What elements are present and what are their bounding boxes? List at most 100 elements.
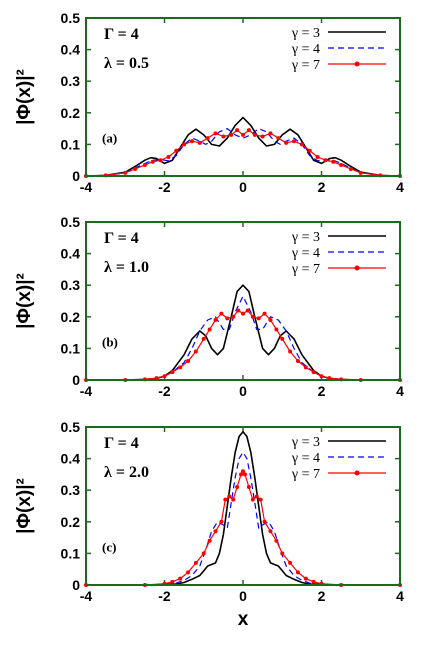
series-point (207, 327, 212, 332)
y-tick-label: 0 (72, 372, 80, 388)
series-point (307, 148, 312, 153)
x-tick-label: 2 (318, 179, 326, 195)
series-point (258, 497, 263, 502)
series-point (189, 139, 194, 144)
series-point (178, 365, 183, 370)
series-point (242, 472, 247, 477)
y-tick-label: 0.2 (61, 105, 81, 121)
series-point (133, 167, 138, 172)
series-line-gamma-2 (86, 470, 400, 586)
series-point (170, 579, 175, 584)
y-tick-label: 0.3 (61, 277, 81, 293)
y-tick-label: 0.1 (61, 136, 81, 152)
series-point (241, 311, 245, 316)
series-line-gamma-1 (85, 128, 401, 177)
x-tick-label: 4 (396, 383, 404, 399)
x-tick-label: -2 (158, 588, 171, 604)
series-point (235, 485, 240, 490)
y-tick-label: 0.5 (61, 419, 81, 435)
legend-label: γ = 7 (291, 467, 320, 482)
panel-2: -4 -2 0 2 4 0 0.1 0.2 0.3 0.4 0.5 Γ = 4 λ = 1.0 (b) γ … (14, 214, 404, 399)
series-point (182, 142, 187, 147)
series-point (311, 370, 316, 375)
series-point (250, 497, 255, 502)
series-point (319, 374, 324, 379)
x-tick-label: -4 (80, 179, 93, 195)
series-point (292, 139, 297, 144)
panel-1: -4 -2 0 2 4 0 0.1 0.2 0.3 0.4 0.5 Γ = 4 λ = 0.5 (a) γ … (14, 10, 404, 195)
x-tick-label: -2 (158, 383, 171, 399)
y-tick-label: 0.4 (61, 246, 81, 262)
panel-3: -4 -2 0 2 4 0 0.1 0.2 0.3 0.4 0.5 Γ = 4 λ = 2.0 (c) γ … (14, 419, 404, 630)
series-point (201, 336, 206, 341)
series-point (348, 167, 353, 172)
series-point (205, 136, 210, 141)
y-tick-label: 0.4 (61, 42, 81, 58)
series-point (223, 497, 228, 502)
series-point (256, 316, 261, 321)
series-point (197, 140, 202, 145)
y-tick-label: 0.3 (61, 482, 81, 498)
legend-label: γ = 7 (291, 58, 320, 73)
series-point (235, 128, 240, 133)
series-point (229, 132, 234, 137)
plot-frame (85, 17, 401, 177)
x-tick-label: -4 (80, 588, 93, 604)
series-point (250, 314, 255, 319)
panel-label: (c) (102, 539, 116, 554)
x-tick-label: 0 (239, 588, 247, 604)
series-point (303, 576, 308, 581)
lambda-annotation: λ = 1.0 (104, 259, 149, 276)
series-point (288, 560, 293, 565)
series-point (219, 311, 224, 316)
lambda-annotation: λ = 0.5 (104, 55, 149, 72)
series-point (219, 519, 224, 524)
series-point (268, 317, 273, 322)
series-line-gamma-2 (86, 309, 400, 381)
y-tick-label: 0.4 (61, 451, 81, 467)
series-point (227, 494, 232, 499)
series-point (166, 155, 171, 160)
lambda-annotation: λ = 2.0 (104, 464, 149, 481)
series-point (174, 148, 179, 153)
series-point (295, 359, 300, 364)
series-point (260, 134, 265, 139)
y-axis-label: |Φ(x)|² (14, 273, 35, 329)
series-point (241, 469, 245, 474)
series-point (239, 472, 244, 477)
y-tick-label: 0.1 (61, 340, 81, 356)
y-tick-label: 0 (72, 577, 80, 593)
x-tick-label: 2 (318, 383, 326, 399)
x-tick-label: 0 (239, 179, 247, 195)
legend-label: γ = 3 (291, 26, 320, 41)
legend-label: γ = 4 (291, 451, 320, 466)
y-tick-label: 0.1 (61, 545, 81, 561)
series-point (186, 570, 191, 575)
x-tick-label: 4 (396, 179, 404, 195)
series-point (268, 131, 273, 136)
y-tick-label: 0.3 (61, 73, 81, 89)
series-line-gamma-0 (86, 430, 400, 586)
legend-label: γ = 3 (291, 230, 320, 245)
series-point (170, 370, 175, 375)
series-point (162, 374, 167, 379)
series-point (331, 159, 336, 164)
x-axis-label: x (238, 609, 249, 630)
series-point (295, 570, 300, 575)
series-line-gamma-1 (86, 295, 400, 381)
series-point (221, 134, 226, 139)
y-tick-label: 0.2 (61, 309, 81, 325)
series-point (274, 327, 279, 332)
series-point (236, 308, 241, 313)
legend-label: γ = 4 (291, 246, 320, 261)
gamma-annotation: Γ = 4 (104, 26, 139, 43)
series-point (231, 497, 236, 502)
series-point (323, 158, 328, 163)
series-point (262, 311, 267, 316)
series-point (315, 155, 320, 160)
y-tick-label: 0.5 (61, 10, 81, 26)
series-point (213, 131, 218, 136)
series-point (303, 365, 308, 370)
series-point (142, 162, 147, 167)
